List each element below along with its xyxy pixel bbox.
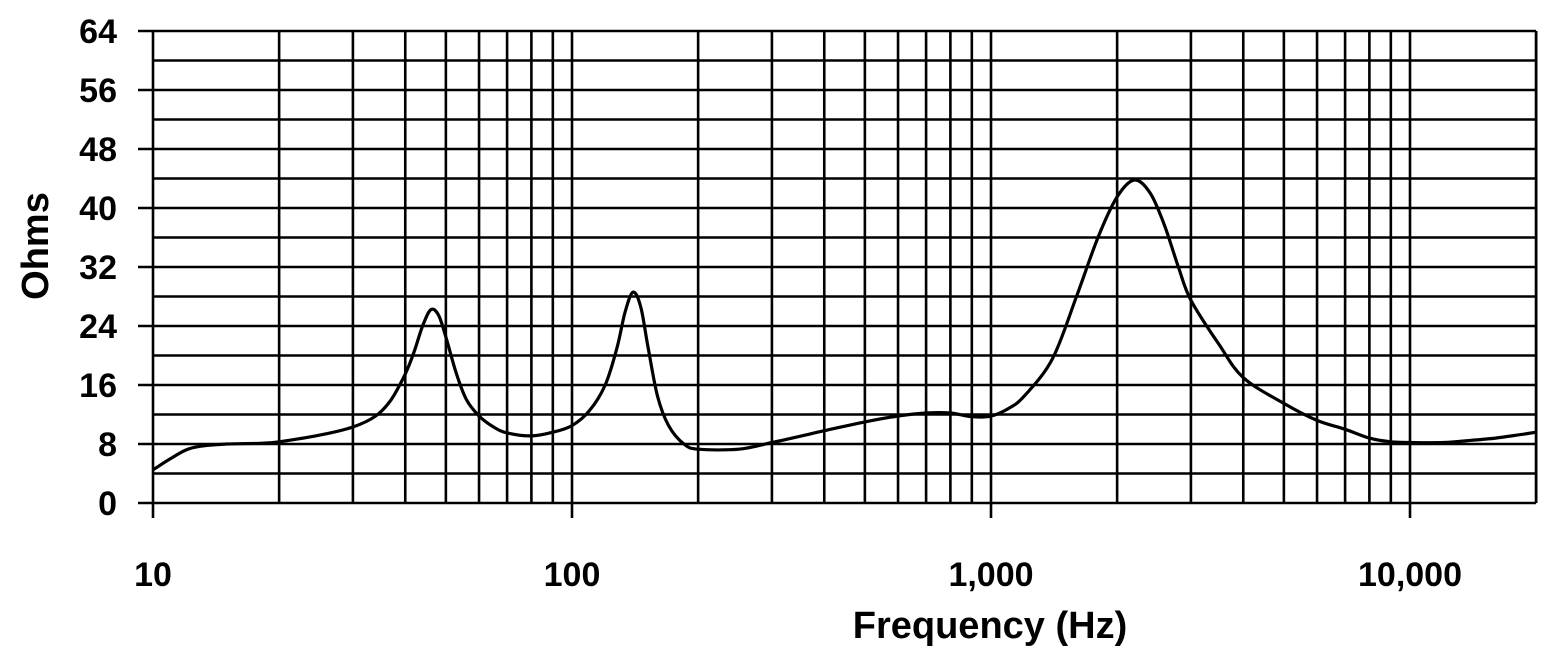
x-tick-labels: 10 100 1,000 10,000: [134, 556, 1462, 594]
y-tick-label: 32: [79, 249, 117, 287]
y-axis-title: Ohms: [15, 192, 57, 300]
y-tick-label: 16: [79, 367, 117, 405]
x-tick-label: 100: [544, 556, 601, 594]
x-tick-label: 1,000: [948, 556, 1033, 594]
x-axis-title: Frequency (Hz): [853, 605, 1127, 647]
y-tick-label: 40: [79, 190, 117, 228]
x-tick-label: 10: [134, 556, 172, 594]
y-tick-label: 56: [79, 72, 117, 110]
y-tick-label: 0: [98, 485, 117, 523]
y-tick-label: 64: [79, 13, 117, 51]
y-tick-labels: 0 8 16 24 32 40 48 56 64: [79, 13, 117, 523]
y-tick-label: 48: [79, 131, 117, 169]
grid-lines: [138, 29, 1538, 518]
impedance-curve: [152, 178, 1537, 472]
y-tick-label: 24: [79, 308, 117, 346]
y-tick-label: 8: [98, 426, 117, 464]
x-tick-label: 10,000: [1358, 556, 1462, 594]
